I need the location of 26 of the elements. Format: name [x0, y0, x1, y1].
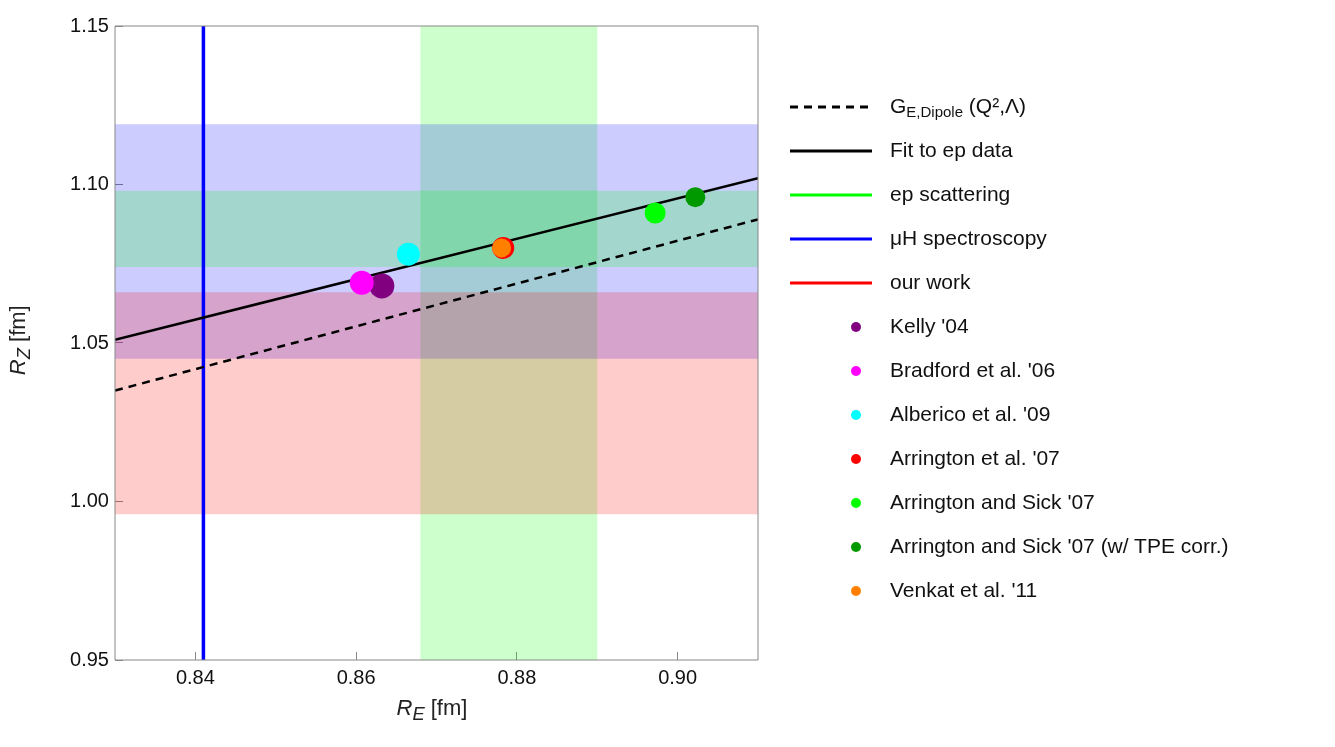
x-tick-label: 0.86	[336, 665, 376, 688]
x-tick-label: 0.84	[175, 665, 215, 688]
y-tick-label: 1.00	[70, 489, 109, 512]
legend-label: Arrington and Sick '07 (w/ TPE corr.)	[890, 533, 1229, 557]
legend-label: Kelly '04	[890, 313, 970, 337]
legend-label: Fit to ep data	[890, 137, 1013, 161]
legend-label: Bradford et al. '06	[890, 357, 1056, 381]
legend-label: Arrington et al. '07	[890, 445, 1060, 469]
legend-label: ep scattering	[890, 181, 1011, 205]
y-tick-label: 1.05	[70, 330, 109, 353]
x-tick-label: 0.90	[658, 665, 698, 688]
point	[369, 273, 395, 299]
legend-label: Venkat et al. '11	[890, 577, 1038, 601]
point	[396, 242, 420, 266]
y-tick-label: 1.15	[70, 13, 109, 36]
legend-label: Arrington and Sick '07	[890, 489, 1095, 513]
x-tick-label: 0.88	[497, 665, 537, 688]
legend-label: μH spectroscopy	[890, 225, 1048, 249]
point	[685, 187, 706, 208]
point	[349, 270, 374, 295]
legend-label: our work	[890, 269, 972, 293]
x-axis-title: R$_{E}$ [fm]	[396, 695, 468, 726]
point	[644, 202, 666, 224]
legend-label: Alberico et al. '09	[890, 401, 1051, 425]
y-tick-label: 0.95	[70, 647, 109, 670]
y-tick-label: 1.10	[70, 172, 109, 195]
